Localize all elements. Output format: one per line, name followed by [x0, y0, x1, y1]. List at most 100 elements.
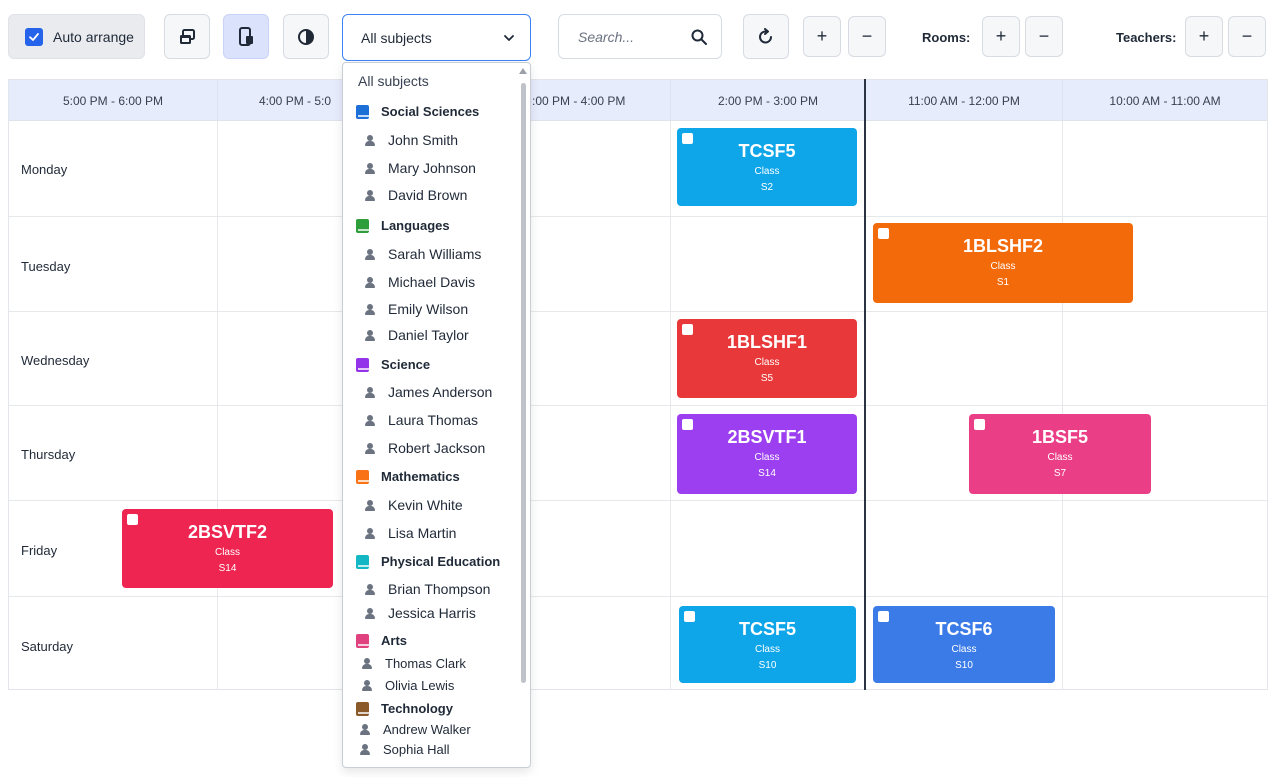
zoom-out-button[interactable]: − [848, 16, 886, 57]
auto-arrange-toggle[interactable]: Auto arrange [8, 14, 145, 59]
contrast-toggle-button[interactable] [283, 14, 329, 59]
zoom-in-button[interactable]: + [803, 16, 841, 57]
dropdown-group-social-sciences[interactable]: Social Sciences [356, 104, 479, 119]
class-code: TCSF6 [935, 619, 993, 639]
time-slot-header: 11:00 AM - 12:00 PM [866, 80, 1063, 121]
class-block[interactable]: TCSF5 Class S10 [679, 606, 856, 683]
dropdown-group-physical-education[interactable]: Physical Education [356, 554, 500, 569]
class-block[interactable]: 1BLSHF1 Class S5 [677, 319, 857, 398]
dropdown-group-languages[interactable]: Languages [356, 218, 450, 233]
class-block[interactable]: 1BSF5 Class S7 [969, 414, 1151, 494]
dropdown-option-teacher[interactable]: Laura Thomas [365, 412, 478, 428]
person-icon [365, 386, 375, 398]
dropdown-group-arts[interactable]: Arts [356, 633, 407, 648]
class-select-checkbox[interactable] [682, 133, 693, 144]
dropdown-scrollbar[interactable] [521, 83, 526, 683]
teachers-label: Teachers: [1116, 30, 1177, 45]
dropdown-option-teacher[interactable]: Sophia Hall [360, 742, 450, 757]
class-block[interactable]: TCSF6 Class S10 [873, 606, 1055, 683]
dropdown-option-teacher[interactable]: Robert Jackson [365, 440, 485, 456]
checkbox-checked-icon[interactable] [25, 27, 43, 46]
class-select-checkbox[interactable] [127, 514, 138, 525]
dropdown-option-teacher[interactable]: Daniel Taylor [365, 327, 469, 343]
book-icon [356, 104, 369, 119]
mobile-view-button[interactable] [223, 14, 269, 59]
teacher-name: Jessica Harris [388, 605, 476, 621]
class-select-checkbox[interactable] [974, 419, 985, 430]
teacher-name: Robert Jackson [388, 440, 486, 456]
dropdown-option-teacher[interactable]: Kevin White [365, 497, 463, 513]
class-code: 2BSVTF2 [187, 522, 268, 542]
class-block[interactable]: 2BSVTF1 Class S14 [677, 414, 857, 494]
person-icon [365, 276, 375, 288]
teacher-name: Emily Wilson [388, 301, 469, 317]
dropdown-group-technology[interactable]: Technology [356, 701, 453, 716]
book-icon [356, 469, 369, 484]
dropdown-option-teacher[interactable]: Michael Davis [365, 274, 475, 290]
dropdown-group-mathematics[interactable]: Mathematics [356, 469, 460, 484]
mobile-device-icon [239, 26, 253, 46]
book-icon [356, 218, 369, 233]
class-select-checkbox[interactable] [878, 228, 889, 239]
day-label: Thursday [21, 447, 76, 462]
teacher-name: Mary Johnson [388, 160, 476, 176]
subject-select-value: All subjects [361, 29, 432, 46]
class-room: S14 [758, 468, 776, 479]
person-icon [365, 414, 375, 426]
dropdown-option-teacher[interactable]: Lisa Martin [365, 525, 456, 541]
group-label: Science [381, 357, 431, 372]
dropdown-option-teacher[interactable]: Jessica Harris [365, 605, 476, 621]
person-icon [365, 303, 375, 315]
class-select-checkbox[interactable] [682, 419, 693, 430]
search-icon[interactable] [690, 28, 708, 46]
search-input[interactable] [578, 28, 688, 45]
dropdown-option-teacher[interactable]: John Smith [365, 132, 458, 148]
dropdown-option-teacher[interactable]: Mary Johnson [365, 160, 476, 176]
scroll-up-arrow-icon[interactable] [519, 68, 527, 74]
dropdown-option-teacher[interactable]: James Anderson [365, 384, 492, 400]
dropdown-option-teacher[interactable]: Olivia Lewis [362, 678, 454, 693]
group-label: Arts [381, 633, 408, 648]
teachers-remove-button[interactable]: − [1228, 16, 1266, 57]
teacher-name: Michael Davis [388, 274, 476, 290]
teachers-add-button[interactable]: + [1185, 16, 1223, 57]
day-row: Thursday [9, 406, 1267, 501]
class-room: S14 [218, 563, 237, 574]
person-icon [365, 248, 375, 260]
dropdown-option-teacher[interactable]: Emily Wilson [365, 301, 468, 317]
class-type: Class [1047, 452, 1073, 463]
reset-button[interactable] [743, 14, 789, 59]
timetable-grid: 5:00 PM - 6:00 PM 4:00 PM - 5:0 :00 PM -… [8, 79, 1268, 690]
teacher-name: Brian Thompson [388, 581, 491, 597]
book-icon [356, 701, 369, 716]
person-icon [365, 134, 375, 146]
class-select-checkbox[interactable] [878, 611, 889, 622]
teacher-name: Sophia Hall [383, 742, 450, 757]
dropdown-option-teacher[interactable]: Sarah Williams [365, 246, 481, 262]
dropdown-option-teacher[interactable]: Thomas Clark [362, 656, 466, 671]
group-label: Mathematics [381, 469, 460, 484]
copy-layout-button[interactable] [164, 14, 210, 59]
dropdown-option-teacher[interactable]: David Brown [365, 187, 467, 203]
book-icon [356, 357, 369, 372]
person-icon [365, 583, 375, 595]
class-block[interactable]: 1BLSHF2 Class S1 [873, 223, 1133, 303]
rooms-remove-button[interactable]: − [1025, 16, 1063, 57]
toolbar: Auto arrange All subjects [0, 0, 1280, 70]
teacher-name: Lisa Martin [388, 525, 457, 541]
time-header: 5:00 PM - 6:00 PM 4:00 PM - 5:0 :00 PM -… [9, 80, 1267, 121]
dropdown-option-teacher[interactable]: Andrew Walker [360, 722, 471, 737]
dropdown-option-all-subjects[interactable]: All subjects [358, 73, 429, 89]
day-row: Wednesday [9, 312, 1267, 406]
class-select-checkbox[interactable] [684, 611, 695, 622]
class-block[interactable]: 2BSVTF2 Class S14 [122, 509, 333, 588]
class-block[interactable]: TCSF5 Class S2 [677, 128, 857, 206]
class-select-checkbox[interactable] [682, 324, 693, 335]
dropdown-option-teacher[interactable]: Brian Thompson [365, 581, 490, 597]
group-label: Physical Education [381, 554, 501, 569]
subject-select[interactable]: All subjects [342, 14, 531, 61]
class-code: TCSF5 [738, 619, 796, 639]
rooms-add-button[interactable]: + [982, 16, 1020, 57]
day-row: Saturday [9, 597, 1267, 690]
dropdown-group-science[interactable]: Science [356, 357, 430, 372]
